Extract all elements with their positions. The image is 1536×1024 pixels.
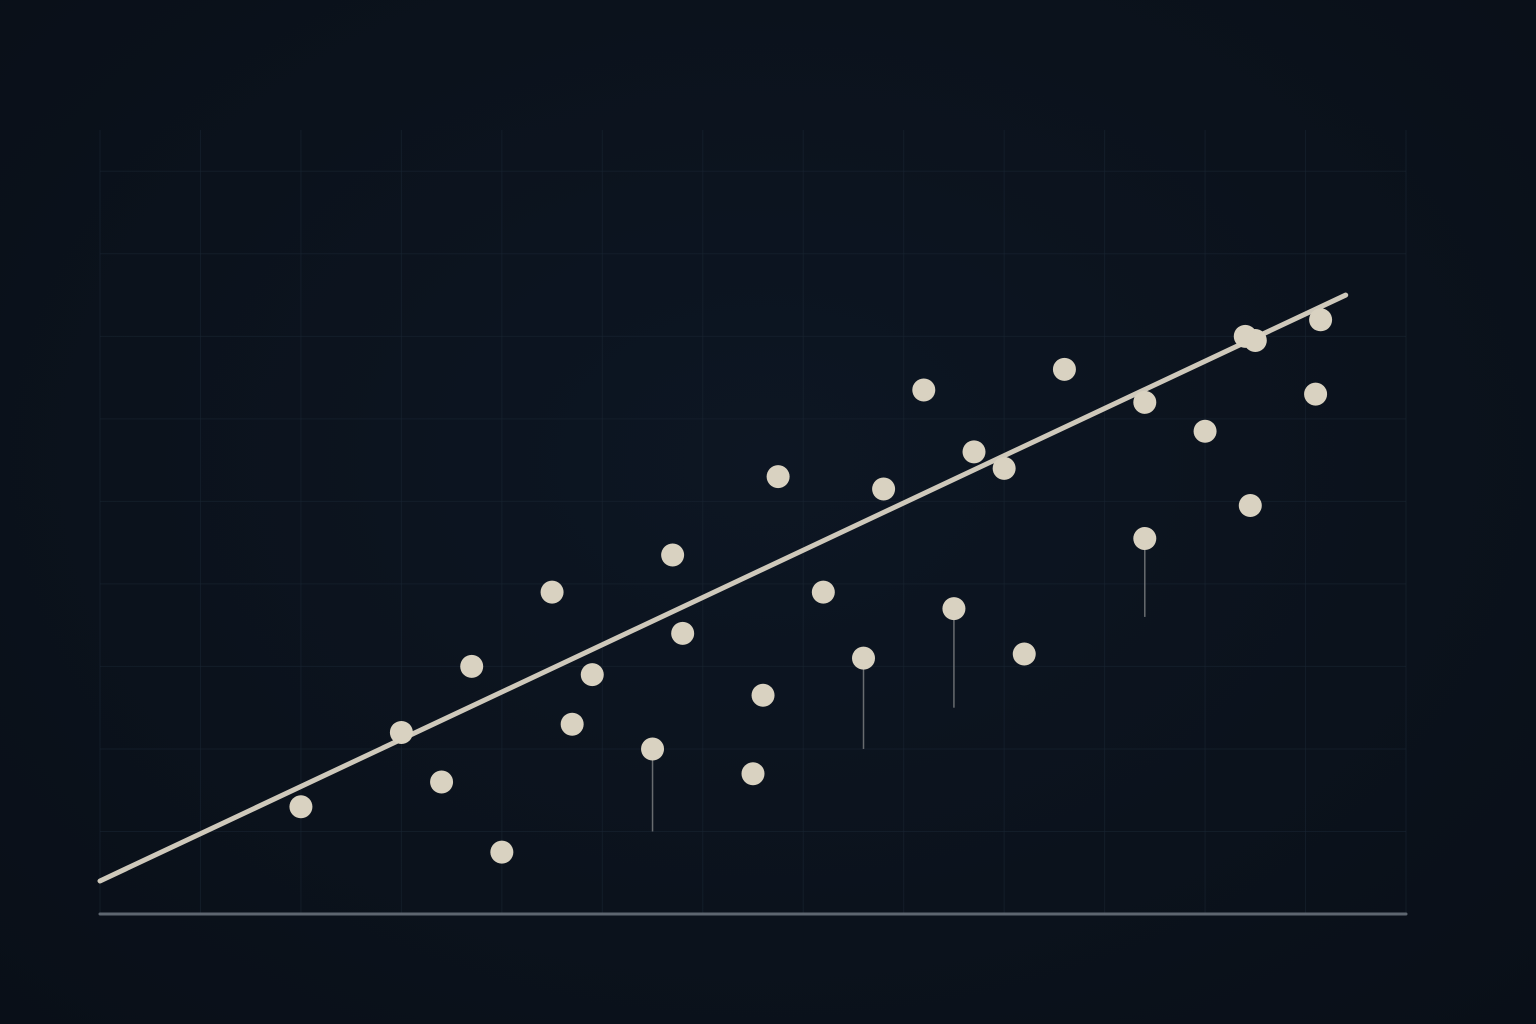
data-point: [1012, 642, 1036, 666]
data-point: [942, 597, 966, 621]
data-point: [852, 646, 876, 670]
data-point: [1304, 382, 1328, 406]
data-point: [661, 543, 685, 567]
trendline: [97, 292, 1349, 884]
data-point: [811, 580, 835, 604]
data-point: [540, 580, 564, 604]
data-point: [1052, 357, 1076, 381]
data-point: [1309, 308, 1333, 332]
data-point: [766, 465, 790, 489]
data-point: [1133, 390, 1157, 414]
data-point: [1238, 493, 1262, 517]
data-points: [289, 308, 1333, 864]
data-point: [460, 654, 484, 678]
grid: [99, 130, 1407, 915]
data-point: [1133, 527, 1157, 551]
data-point: [560, 712, 584, 736]
data-point: [671, 621, 695, 645]
data-point: [289, 795, 313, 819]
data-point: [580, 663, 604, 687]
data-point: [641, 737, 665, 761]
data-point: [430, 770, 454, 794]
data-point: [1193, 419, 1217, 443]
data-point: [912, 378, 936, 402]
data-point: [741, 762, 765, 786]
data-point: [490, 840, 514, 864]
residual-lines: [651, 538, 1146, 832]
data-point: [1243, 328, 1267, 352]
data-point: [872, 477, 896, 501]
data-point: [992, 456, 1016, 480]
trendline-layer: [97, 292, 1349, 884]
data-point: [962, 440, 986, 464]
data-point: [751, 683, 775, 707]
data-point: [389, 720, 413, 744]
